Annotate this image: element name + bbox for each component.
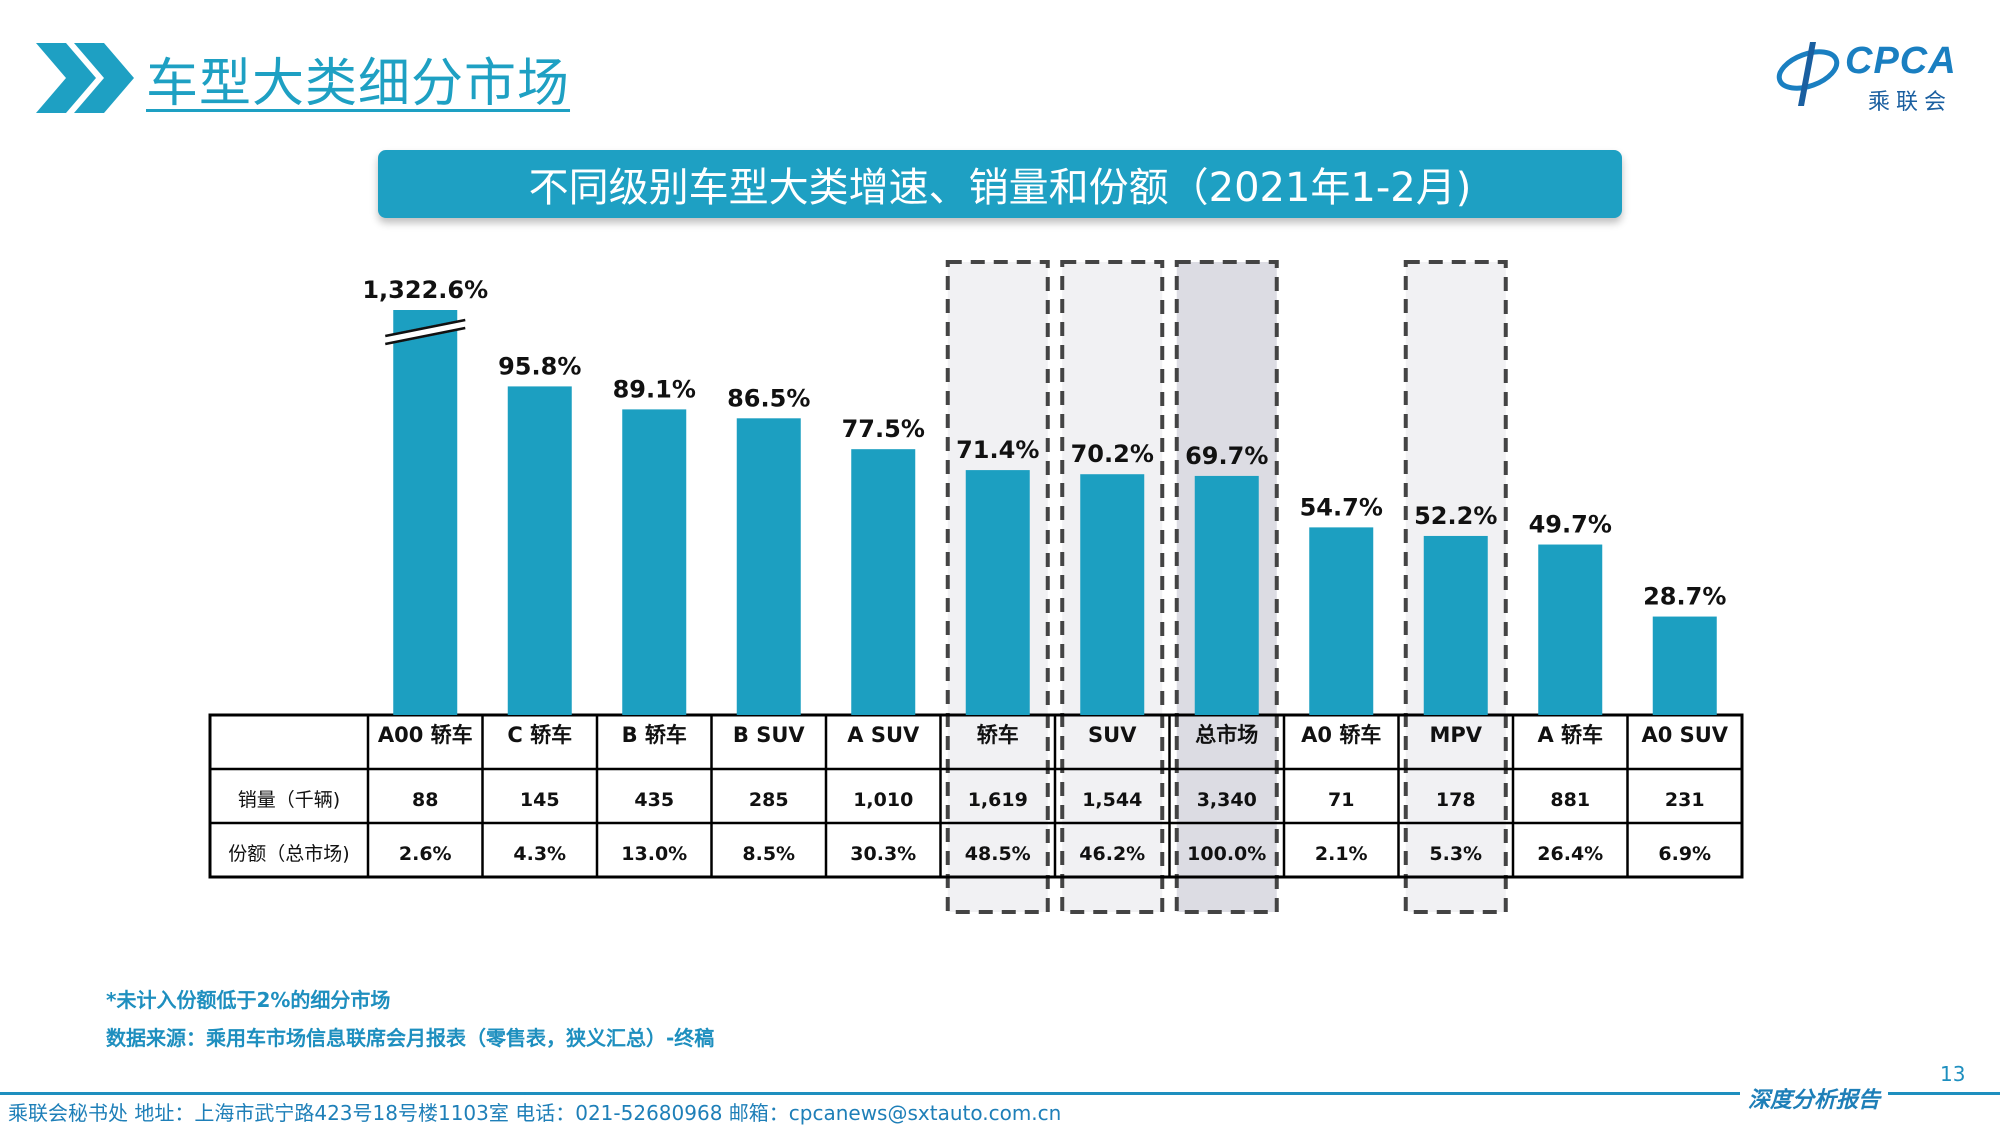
table-cell: 46.2%: [1079, 843, 1145, 865]
category-label: C 轿车: [507, 723, 572, 747]
data-label: 89.1%: [613, 375, 696, 403]
category-label: B 轿车: [622, 723, 687, 747]
chart-title: 不同级别车型大类增速、销量和份额（2021年1-2月): [528, 165, 1472, 211]
category-label: A0 轿车: [1301, 723, 1381, 747]
cpca-logo: CPCA 乘联会: [1770, 36, 1970, 116]
table-row-label: 销量（千辆): [238, 789, 340, 811]
table-cell: 435: [634, 789, 674, 811]
table-cell: 3,340: [1197, 789, 1257, 811]
bar: [1194, 475, 1259, 715]
highlight-frame: [945, 260, 1050, 914]
category-label: A0 SUV: [1641, 723, 1728, 747]
bar: [507, 386, 572, 715]
logo-subtext: 乘联会: [1868, 90, 1953, 115]
table-cell: 26.4%: [1537, 843, 1603, 865]
bar: [736, 418, 801, 715]
category-label: SUV: [1088, 723, 1137, 747]
table-cell: 13.0%: [621, 843, 687, 865]
section-header: 车型大类细分市场: [36, 38, 570, 118]
bar: [393, 310, 458, 715]
page-number: 13: [1940, 1062, 1966, 1086]
footer-divider: [0, 1092, 2000, 1095]
data-label: 95.8%: [498, 352, 581, 380]
logo-text: CPCA: [1845, 40, 1957, 82]
table-cell: 5.3%: [1429, 843, 1482, 865]
highlight-frame: [1403, 260, 1508, 914]
data-label: 52.2%: [1414, 502, 1497, 530]
category-label: 轿车: [977, 723, 1019, 747]
bar: [622, 409, 687, 715]
bar: [1423, 535, 1488, 715]
table-cell: 231: [1665, 789, 1705, 811]
table-cell: 2.6%: [399, 843, 452, 865]
double-chevron-icon: [36, 43, 134, 113]
data-label: 69.7%: [1185, 442, 1268, 470]
data-label: 1,322.6%: [362, 276, 488, 304]
bar: [1080, 474, 1145, 715]
chart-title-banner: 不同级别车型大类增速、销量和份额（2021年1-2月): [378, 150, 1622, 218]
bar: [965, 470, 1030, 715]
table-cell: 1,010: [853, 789, 913, 811]
table-cell: 881: [1550, 789, 1590, 811]
table-cell: 100.0%: [1187, 843, 1266, 865]
page-title: 车型大类细分市场: [146, 53, 571, 114]
data-label: 28.7%: [1643, 583, 1726, 611]
data-label: 70.2%: [1071, 440, 1154, 468]
axis-break-line: [385, 318, 466, 338]
bar: [1309, 527, 1374, 715]
table-cell: 285: [749, 789, 789, 811]
data-label: 49.7%: [1529, 511, 1612, 539]
bar: [1538, 544, 1603, 715]
table-cell: 48.5%: [965, 843, 1031, 865]
category-label: B SUV: [733, 723, 805, 747]
data-label: 86.5%: [727, 384, 810, 412]
table-cell: 145: [520, 789, 560, 811]
table-cell: 178: [1436, 789, 1476, 811]
footnote-share: *未计入份额低于2%的细分市场: [106, 988, 391, 1012]
axis-break-gap: [384, 319, 467, 345]
table-cell: 4.3%: [513, 843, 566, 865]
category-label: A SUV: [847, 723, 920, 747]
table-cell: 88: [412, 789, 438, 811]
data-label: 54.7%: [1300, 493, 1383, 521]
table-cell: 30.3%: [850, 843, 916, 865]
footer-report-label: 深度分析报告: [1740, 1082, 1889, 1114]
data-label: 71.4%: [956, 436, 1039, 464]
bar: [1652, 616, 1717, 715]
axis-break-line: [385, 326, 466, 346]
category-label: 总市场: [1195, 723, 1258, 747]
table-cell: 8.5%: [742, 843, 795, 865]
footnote-source: 数据来源：乘用车市场信息联席会月报表（零售表，狭义汇总）-终稿: [106, 1026, 715, 1050]
bar: [851, 449, 916, 715]
footer-contact: 乘联会秘书处 地址：上海市武宁路423号18号楼1103室 电话：021-526…: [8, 1101, 1062, 1125]
category-label: A00 轿车: [378, 723, 473, 747]
table-cell: 1,619: [968, 789, 1028, 811]
cpca-emblem-icon: [1776, 42, 1840, 106]
table-cell: 6.9%: [1658, 843, 1711, 865]
table-cell: 71: [1328, 789, 1354, 811]
data-label: 77.5%: [842, 415, 925, 443]
category-label: MPV: [1429, 723, 1482, 747]
table-cell: 1,544: [1082, 789, 1142, 811]
category-label: A 轿车: [1537, 723, 1603, 747]
table-row-label: 份额（总市场): [228, 843, 349, 865]
table-cell: 2.1%: [1315, 843, 1368, 865]
